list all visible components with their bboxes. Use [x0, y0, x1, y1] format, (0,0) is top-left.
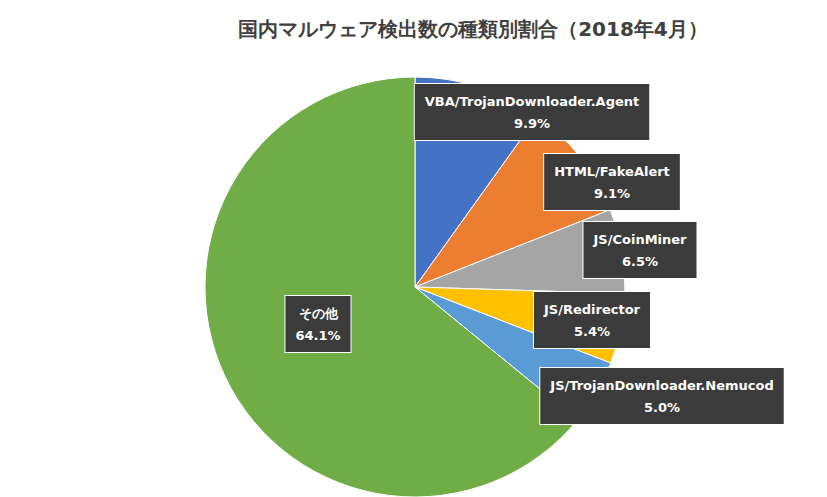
svg-text:9.1%: 9.1% — [594, 186, 630, 201]
svg-text:JS/TrojanDownloader.Nemucod: JS/TrojanDownloader.Nemucod — [549, 378, 773, 393]
svg-text:64.1%: 64.1% — [295, 328, 340, 343]
svg-text:5.4%: 5.4% — [574, 324, 610, 339]
svg-text:6.5%: 6.5% — [622, 254, 658, 269]
svg-text:VBA/TrojanDownloader.Agent: VBA/TrojanDownloader.Agent — [425, 94, 639, 109]
svg-text:5.0%: 5.0% — [644, 400, 680, 415]
svg-text:国内マルウェア検出数の種類別割合（2018年4月）: 国内マルウェア検出数の種類別割合（2018年4月） — [238, 17, 708, 41]
svg-text:JS/CoinMiner: JS/CoinMiner — [592, 232, 687, 247]
svg-text:HTML/FakeAlert: HTML/FakeAlert — [554, 164, 670, 179]
svg-text:その他: その他 — [299, 306, 339, 321]
svg-text:JS/Redirector: JS/Redirector — [543, 302, 641, 317]
svg-text:9.9%: 9.9% — [514, 116, 550, 131]
